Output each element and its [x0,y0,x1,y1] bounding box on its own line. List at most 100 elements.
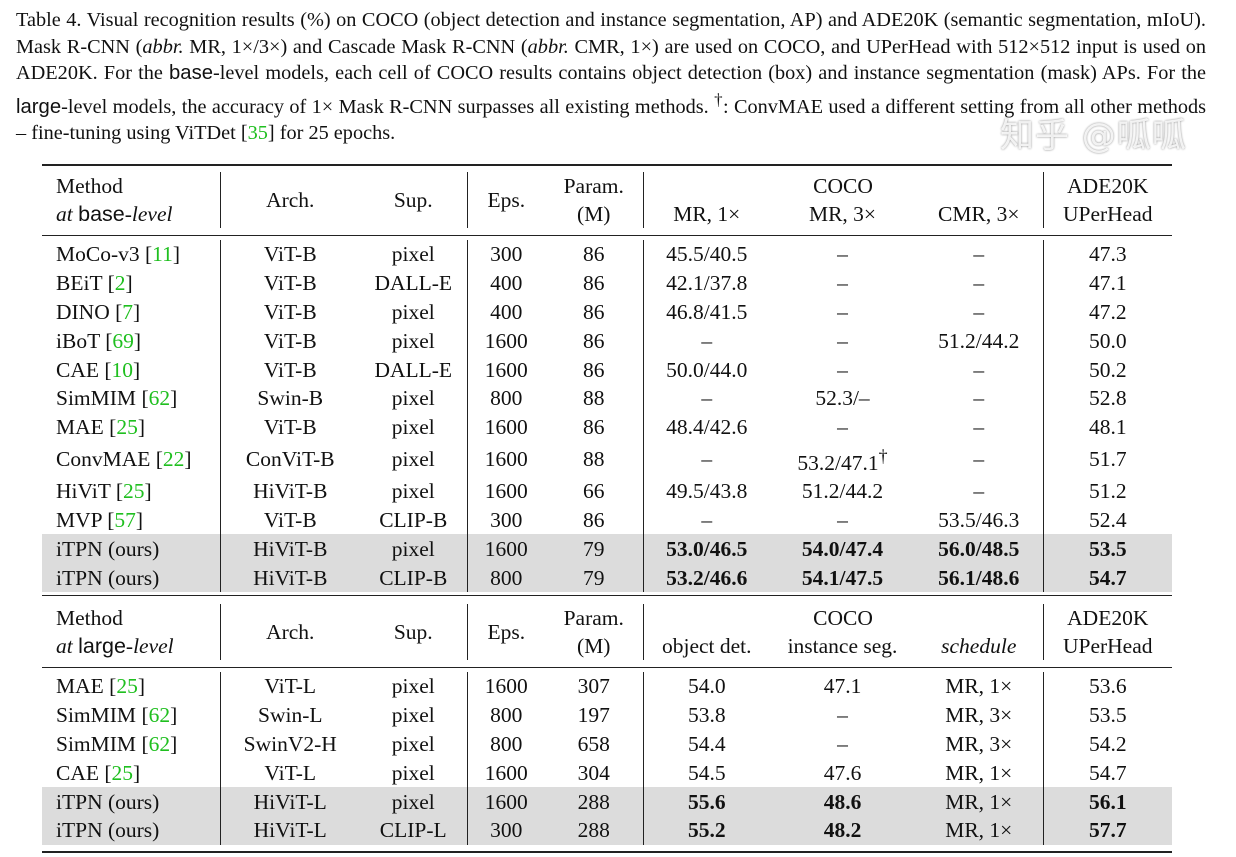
table-row: BEiT [2] ViT-B DALL-E 400 86 42.1/37.8 – – 47.… [42,268,1172,298]
header-arch: Arch. [266,188,315,212]
cell-eps: 1600 [484,674,528,699]
cell-c2: 54.0/47.4 [770,534,915,564]
double-rule [42,595,1172,597]
citation-link[interactable]: 2 [114,271,126,296]
cell-c3: – [915,268,1044,298]
citation-link[interactable]: 69 [112,328,134,353]
citation-link[interactable]: 25 [116,674,138,699]
header-sup: Sup. [360,604,468,660]
cell-sup: pixel [360,383,468,413]
header-rule [42,235,1172,237]
cell-c1: 46.8/41.5 [666,299,748,324]
cell-c2: – [837,328,848,353]
header-rule [42,667,1172,669]
header-level: at base-level [42,200,221,228]
cell-arch: ViT-B [263,271,317,296]
cell-c3: – [915,355,1044,384]
cell-eps: 1600 [467,534,545,564]
header-col1: MR, 1× [673,202,741,226]
citation-link[interactable]: 22 [162,447,185,472]
cell-c1: 45.5/40.5 [666,242,748,267]
cell-ade: 56.1 [1043,787,1172,816]
cell-eps: 800 [490,703,523,728]
cell-c1: 48.4/42.6 [666,415,748,440]
citation-link[interactable]: 25 [111,760,134,785]
cell-sup: CLIP-B [360,505,468,535]
cell-eps: 300 [490,242,523,267]
cell-ade: 52.4 [1088,507,1127,532]
cell-arch: ViT-L [264,760,317,785]
cell-arch: SwinV2-H [243,731,337,756]
cell-param: 86 [545,297,644,327]
citation-link[interactable]: 62 [148,731,171,756]
cell-c1: 54.0 [687,674,726,699]
table-row: iTPN (ours) HiViT-L pixel 1600 288 55.6 48.6… [42,787,1172,816]
cell-c2: – [837,507,848,532]
top-rule [42,164,1172,166]
cell-sup: pixel [360,412,468,442]
cell-arch: Swin-L [258,703,323,728]
cell-c1: 53.8 [687,703,726,728]
cell-c2: 52.3/– [815,386,870,411]
cell-sup: pixel [360,672,468,701]
cell-ade: 53.5 [1043,534,1172,564]
cell-c2: 48.2 [770,815,915,845]
cell-method: SimMIM [62] [42,700,221,730]
cell-arch: ViT-B [263,299,317,324]
table-row: CAE [25] ViT-L pixel 1600 304 54.5 47.6 MR, 1… [42,758,1172,788]
cell-method: CAE [10] [42,355,221,384]
cell-sup: pixel [360,476,468,506]
cell-ade: 52.8 [1088,386,1127,411]
header-row: at large-level (M) object det. instance … [42,632,1172,660]
citation-link[interactable]: 62 [148,703,171,728]
cell-sup: DALL-E [360,268,468,298]
citation-link[interactable]: 25 [116,415,138,440]
table-row: MAE [25] ViT-L pixel 1600 307 54.0 47.1 MR, 1… [42,672,1172,701]
cell-c2: – [837,357,848,382]
cell-sup: pixel [360,758,468,788]
header-ade20k: ADE20K [1067,606,1149,630]
header-eps: Eps. [487,188,526,212]
cell-method: SimMIM [62] [42,729,221,759]
base-level-table: Method Arch. Sup. Eps. Param. COCO ADE20… [42,172,1172,592]
cell-c2: 53.2/47.1† [797,445,888,475]
cell-method: iTPN (ours) [42,563,221,592]
cell-method: iTPN (ours) [42,815,221,845]
citation-link[interactable]: 62 [148,386,171,411]
header-level: at large-level [42,632,221,660]
header-coco: COCO [643,604,1044,632]
cell-eps: 400 [490,299,523,324]
header-method: Method [42,604,221,632]
header-param: Param. [545,604,644,632]
header-col1: object det. [661,634,752,658]
cell-c1: 42.1/37.8 [666,271,748,296]
header-row: Method Arch. Sup. Eps. Param. COCO ADE20… [42,604,1172,660]
citation-link[interactable]: 57 [114,507,136,532]
cell-c1: – [701,328,713,353]
cell-arch: HiViT-B [220,534,360,564]
header-param: Param. [545,172,644,200]
citation-link[interactable]: 7 [122,299,134,324]
cell-c1: – [701,447,713,472]
cell-sup: pixel [360,297,468,327]
cell-param: 197 [545,700,644,730]
cell-c2: – [837,731,848,756]
header-sup: Sup. [360,172,468,228]
cell-c2: 48.6 [770,787,915,816]
table-row: MAE [25] ViT-B pixel 1600 86 48.4/42.6 – – 48.… [42,412,1172,442]
cell-method: ConvMAE [22] [42,441,221,477]
cell-eps: 1600 [484,328,528,353]
citation-link[interactable]: 35 [247,122,268,145]
cell-arch: HiViT-L [220,815,360,845]
citation-link[interactable]: 25 [123,479,145,504]
cell-arch: HiViT-L [220,787,360,816]
citation-link[interactable]: 10 [111,357,134,382]
cell-c2: 54.1/47.5 [770,563,915,592]
cell-arch: ViT-B [263,357,317,382]
cell-arch: HiViT-B [253,479,328,504]
header-eps: Eps. [487,620,526,644]
cell-method: DINO [7] [42,297,221,327]
citation-link[interactable]: 11 [152,242,173,267]
cell-eps: 1600 [484,447,528,472]
cell-c3: MR, 1× [915,787,1044,816]
